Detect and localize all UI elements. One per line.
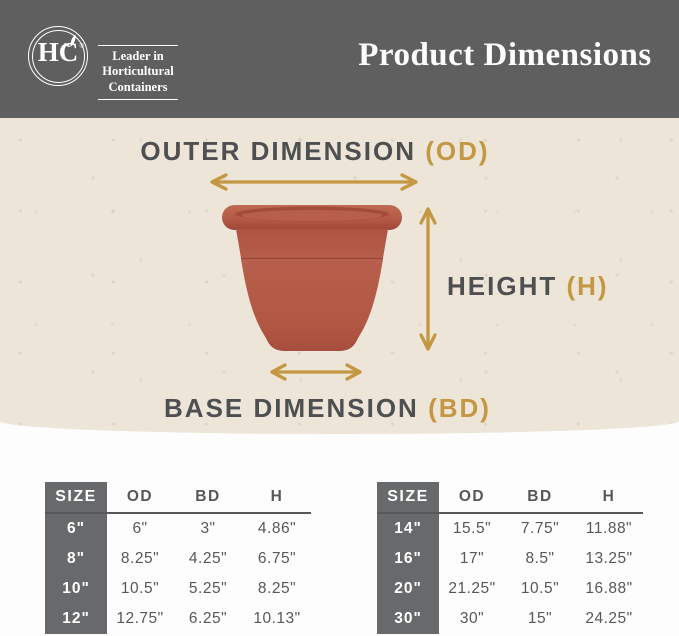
- column-header-size: SIZE: [45, 482, 107, 514]
- table-row: 14" 15.5" 7.75" 11.88": [377, 513, 643, 544]
- cell-size: 10": [45, 574, 107, 604]
- cell-od: 12.75": [116, 610, 164, 627]
- cell-bd: 8.5": [525, 550, 555, 567]
- cell-size: 8": [45, 544, 107, 574]
- tagline-line: Leader in: [112, 49, 164, 63]
- cell-h: 24.25": [585, 610, 633, 627]
- cell-bd: 6.25": [188, 610, 228, 627]
- cell-bd: 7.75": [520, 520, 560, 537]
- terracotta-pot-icon: [222, 205, 402, 351]
- table-row: 30" 30" 15" 24.25": [377, 604, 643, 634]
- cell-h: 11.88": [585, 520, 633, 537]
- cell-bd: 5.25": [188, 580, 228, 597]
- table-row: 10" 10.5" 5.25" 8.25": [45, 574, 311, 604]
- column-header-bd: BD: [505, 482, 575, 514]
- size-table-large: SIZE OD BD H 14" 15.5" 7.75" 11.88" 16" …: [377, 482, 643, 634]
- cell-h: 4.86": [257, 520, 297, 537]
- table-row: 16" 17" 8.5" 13.25": [377, 544, 643, 574]
- height-abbr: (H): [566, 271, 609, 301]
- column-header-od: OD: [439, 482, 505, 514]
- cell-size: 12": [45, 604, 107, 634]
- table-row: 6" 6" 3" 4.86": [45, 513, 311, 544]
- column-header-h: H: [243, 482, 311, 514]
- table-header-row: SIZE OD BD H: [45, 482, 311, 514]
- cell-od: 21.25": [448, 580, 496, 597]
- page-title: Product Dimensions: [358, 37, 652, 73]
- column-header-h: H: [575, 482, 643, 514]
- cell-h: 13.25": [585, 550, 633, 567]
- outer-dimension-text: OUTER DIMENSION: [140, 136, 416, 166]
- table-row: 8" 8.25" 4.25" 6.75": [45, 544, 311, 574]
- cell-bd: 15": [527, 610, 553, 627]
- outer-dimension-label: OUTER DIMENSION (OD): [0, 136, 630, 167]
- cell-od: 6": [132, 520, 148, 537]
- cell-bd: 10.5": [520, 580, 560, 597]
- cell-size: 14": [377, 513, 439, 544]
- cell-od: 10.5": [120, 580, 160, 597]
- outer-dimension-arrow: [210, 173, 418, 191]
- cell-od: 30": [459, 610, 485, 627]
- cell-size: 6": [45, 513, 107, 544]
- column-header-size: SIZE: [377, 482, 439, 514]
- brand-logo: HC ®: [28, 26, 88, 86]
- logo-monogram: HC: [37, 37, 79, 67]
- cell-h: 8.25": [257, 580, 297, 597]
- table-header-row: SIZE OD BD H: [377, 482, 643, 514]
- column-header-bd: BD: [173, 482, 243, 514]
- brand-tagline: Leader in Horticultural Containers: [98, 45, 178, 100]
- base-dimension-arrow: [270, 363, 362, 381]
- base-dimension-label: BASE DIMENSION (BD): [0, 393, 655, 424]
- header-banner: HC ® Leader in Horticultural Containers …: [0, 0, 679, 118]
- leaf-sprout-icon: [64, 34, 76, 47]
- table-row: 20" 21.25" 10.5" 16.88": [377, 574, 643, 604]
- size-table-small: SIZE OD BD H 6" 6" 3" 4.86" 8" 8.25" 4.2…: [45, 482, 311, 634]
- cell-od: 17": [459, 550, 485, 567]
- cell-size: 16": [377, 544, 439, 574]
- cell-size: 30": [377, 604, 439, 634]
- cell-od: 15.5": [452, 520, 492, 537]
- base-dimension-abbr: (BD): [428, 393, 491, 423]
- table-row: 12" 12.75" 6.25" 10.13": [45, 604, 311, 634]
- height-label: HEIGHT (H): [447, 271, 609, 302]
- cell-h: 10.13": [253, 610, 301, 627]
- cell-bd: 4.25": [188, 550, 228, 567]
- outer-dimension-abbr: (OD): [425, 136, 490, 166]
- column-header-od: OD: [107, 482, 173, 514]
- height-arrow: [419, 207, 437, 351]
- tagline-line: Horticultural: [102, 64, 174, 79]
- tagline-line: Containers: [108, 79, 168, 94]
- cell-h: 6.75": [257, 550, 297, 567]
- registered-trademark: ®: [79, 44, 84, 50]
- height-text: HEIGHT: [447, 271, 558, 301]
- cell-od: 8.25": [120, 550, 160, 567]
- cell-h: 16.88": [585, 580, 633, 597]
- cell-bd: 3": [200, 520, 216, 537]
- cell-size: 20": [377, 574, 439, 604]
- base-dimension-text: BASE DIMENSION: [164, 393, 419, 423]
